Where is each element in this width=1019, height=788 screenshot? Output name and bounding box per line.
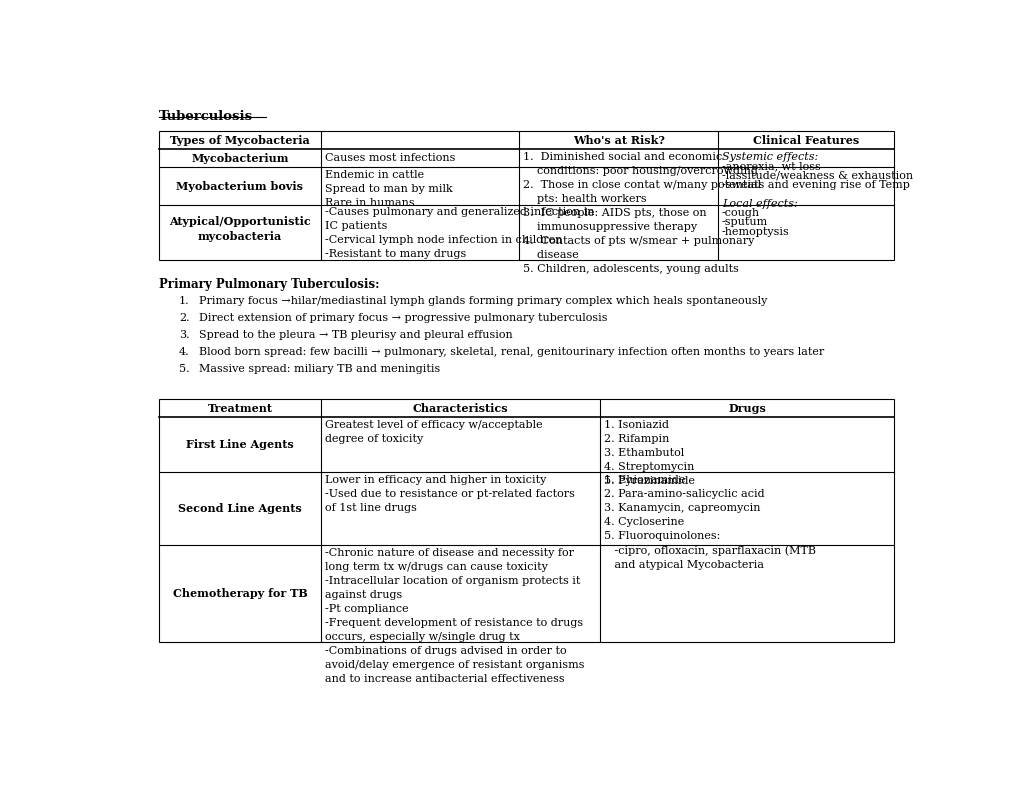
Text: -Chronic nature of disease and necessity for
long term tx w/drugs can cause toxi: -Chronic nature of disease and necessity… [324, 548, 584, 684]
Text: Endemic in cattle
Spread to man by milk
Rare in humans: Endemic in cattle Spread to man by milk … [324, 169, 452, 208]
Text: Blood born spread: few bacilli → pulmonary, skeletal, renal, genitourinary infec: Blood born spread: few bacilli → pulmona… [199, 347, 823, 357]
Text: Who's at Risk?: Who's at Risk? [572, 135, 664, 146]
Text: 2.: 2. [178, 313, 190, 323]
Bar [159, 400, 894, 642]
Text: Primary focus →hilar/mediastinal lymph glands forming primary complex which heal: Primary focus →hilar/mediastinal lymph g… [199, 296, 766, 306]
Text: -lassitude/weakness & exhaustion: -lassitude/weakness & exhaustion [721, 170, 912, 180]
Text: Tuberculosis: Tuberculosis [159, 110, 253, 123]
Text: Treatment: Treatment [207, 403, 272, 414]
Text: 1. Ehionamide
2. Para-amino-salicyclic acid
3. Kanamycin, capreomycin
4. Cyclose: 1. Ehionamide 2. Para-amino-salicyclic a… [603, 475, 815, 570]
Text: 4.: 4. [178, 347, 190, 357]
Text: 1.  Diminished social and economic
    conditions: poor housing/overcrowding
2. : 1. Diminished social and economic condit… [523, 151, 760, 273]
Text: -cough: -cough [721, 208, 759, 218]
Text: 3.: 3. [178, 330, 190, 340]
Text: Direct extension of primary focus → progressive pulmonary tuberculosis: Direct extension of primary focus → prog… [199, 313, 606, 323]
Text: Massive spread: miliary TB and meningitis: Massive spread: miliary TB and meningiti… [199, 364, 439, 374]
Text: Primary Pulmonary Tuberculosis:: Primary Pulmonary Tuberculosis: [159, 278, 379, 291]
Text: 1. Isoniazid
2. Rifampin
3. Ethambutol
4. Streptomycin
5. Pyrazinamide: 1. Isoniazid 2. Rifampin 3. Ethambutol 4… [603, 420, 695, 486]
Text: -hemoptysis: -hemoptysis [721, 227, 789, 237]
Text: 5.: 5. [178, 364, 190, 374]
Text: Characteristics: Characteristics [413, 403, 507, 414]
Bar [159, 131, 894, 259]
Text: Systemic effects:: Systemic effects: [721, 151, 817, 162]
Text: Chemotherapy for TB: Chemotherapy for TB [172, 588, 307, 599]
Text: Local effects:: Local effects: [721, 199, 797, 209]
Text: Lower in efficacy and higher in toxicity
-Used due to resistance or pt-related f: Lower in efficacy and higher in toxicity… [324, 475, 574, 513]
Text: Causes most infections: Causes most infections [324, 154, 454, 163]
Text: -sweats and evening rise of Temp: -sweats and evening rise of Temp [721, 180, 909, 190]
Text: Clinical Features: Clinical Features [752, 135, 858, 146]
Text: -anorexia, wt loss: -anorexia, wt loss [721, 161, 819, 171]
Text: Greatest level of efficacy w/acceptable
degree of toxicity: Greatest level of efficacy w/acceptable … [324, 420, 542, 444]
Text: Drugs: Drugs [728, 403, 765, 414]
Text: Second Line Agents: Second Line Agents [178, 503, 302, 514]
Text: Spread to the pleura → TB pleurisy and pleural effusion: Spread to the pleura → TB pleurisy and p… [199, 330, 512, 340]
Text: 1.: 1. [178, 296, 190, 306]
Text: Myobacterium bovis: Myobacterium bovis [176, 180, 304, 191]
Text: Types of Mycobacteria: Types of Mycobacteria [170, 135, 310, 146]
Text: -sputum: -sputum [721, 217, 767, 228]
Text: Atypical/Opportunistic
mycobacteria: Atypical/Opportunistic mycobacteria [169, 217, 311, 242]
Text: Mycobacterium: Mycobacterium [191, 153, 288, 164]
Text: First Line Agents: First Line Agents [185, 439, 293, 450]
Text: -Causes pulmonary and generalized infection in
IC patients
-Cervical lymph node : -Causes pulmonary and generalized infect… [324, 207, 594, 259]
